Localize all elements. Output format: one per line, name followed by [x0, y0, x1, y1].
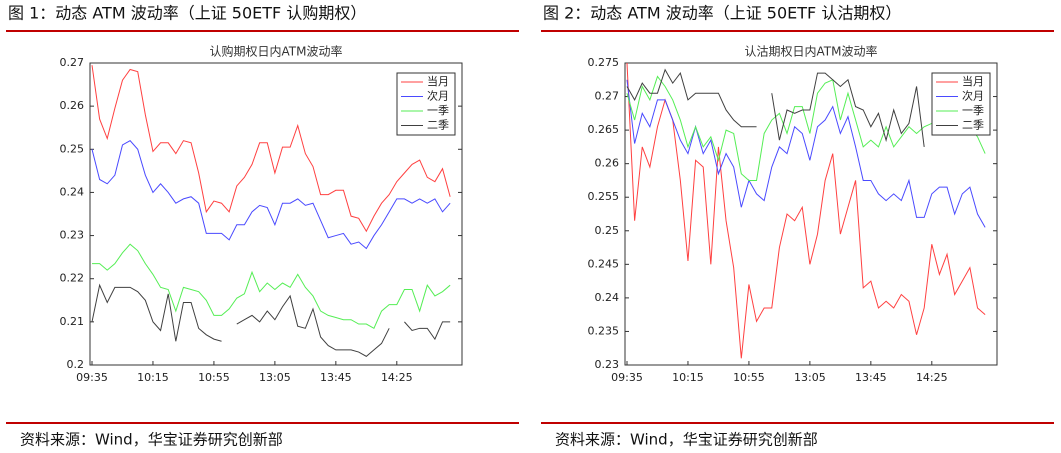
y-tick-label: 0.25: [595, 224, 620, 237]
series-line: [626, 75, 986, 181]
x-tick-label: 13:45: [320, 371, 352, 384]
x-tick-label: 13:05: [794, 371, 826, 384]
series-line: [92, 243, 451, 330]
series-line: [91, 65, 451, 233]
y-tick-label: 0.23: [60, 229, 85, 242]
source-note: 资料来源：Wind，华宝证券研究创新部: [555, 431, 818, 449]
y-tick-label: 0.26: [60, 99, 85, 112]
x-tick-label: 14:25: [916, 371, 948, 384]
chart-title: 认购期权日内ATM波动率: [210, 44, 343, 59]
series-line: [626, 79, 986, 228]
series-line: [91, 140, 451, 250]
legend-label: 一季: [427, 104, 449, 117]
y-tick-label: 0.27: [595, 90, 620, 103]
figure-title: 图 1：动态 ATM 波动率（上证 50ETF 认购期权）: [8, 4, 366, 23]
legend-label: 次月: [427, 89, 449, 103]
legend-label: 二季: [962, 119, 984, 132]
legend-label: 当月: [962, 74, 984, 88]
x-tick-label: 13:05: [259, 371, 291, 384]
y-tick-label: 0.275: [588, 56, 620, 69]
legend-label: 一季: [962, 104, 984, 117]
x-tick-label: 10:15: [672, 371, 704, 384]
y-tick-label: 0.23: [595, 358, 620, 371]
x-tick-label: 09:35: [611, 371, 643, 384]
y-tick-label: 0.22: [60, 272, 85, 285]
series-line: [91, 283, 451, 357]
source-note: 资料来源：Wind，华宝证券研究创新部: [20, 431, 283, 449]
legend-label: 次月: [962, 89, 984, 103]
y-tick-label: 0.255: [588, 190, 620, 203]
y-tick-label: 0.2: [67, 358, 85, 371]
y-tick-label: 0.235: [588, 324, 620, 337]
chart-title: 认沽期权日内ATM波动率: [745, 44, 878, 59]
series-line: [626, 68, 925, 147]
y-tick-label: 0.245: [588, 257, 620, 270]
x-tick-label: 10:15: [137, 371, 169, 384]
y-tick-label: 0.25: [60, 142, 85, 155]
legend-box: [396, 72, 456, 136]
legend-label: 当月: [427, 74, 449, 88]
y-tick-label: 0.21: [60, 315, 85, 328]
series-line: [626, 62, 986, 359]
x-tick-label: 13:45: [855, 371, 887, 384]
x-tick-label: 10:55: [198, 371, 230, 384]
legend-label: 二季: [427, 119, 449, 132]
y-tick-label: 0.265: [588, 123, 620, 136]
legend-box: [931, 72, 991, 136]
x-tick-label: 09:35: [76, 371, 108, 384]
y-tick-label: 0.24: [595, 291, 620, 304]
y-tick-label: 0.24: [60, 185, 85, 198]
figure-title: 图 2：动态 ATM 波动率（上证 50ETF 认沽期权）: [543, 4, 901, 23]
y-tick-label: 0.26: [595, 157, 620, 170]
x-tick-label: 10:55: [733, 371, 765, 384]
x-tick-label: 14:25: [381, 371, 413, 384]
y-tick-label: 0.27: [60, 56, 85, 69]
